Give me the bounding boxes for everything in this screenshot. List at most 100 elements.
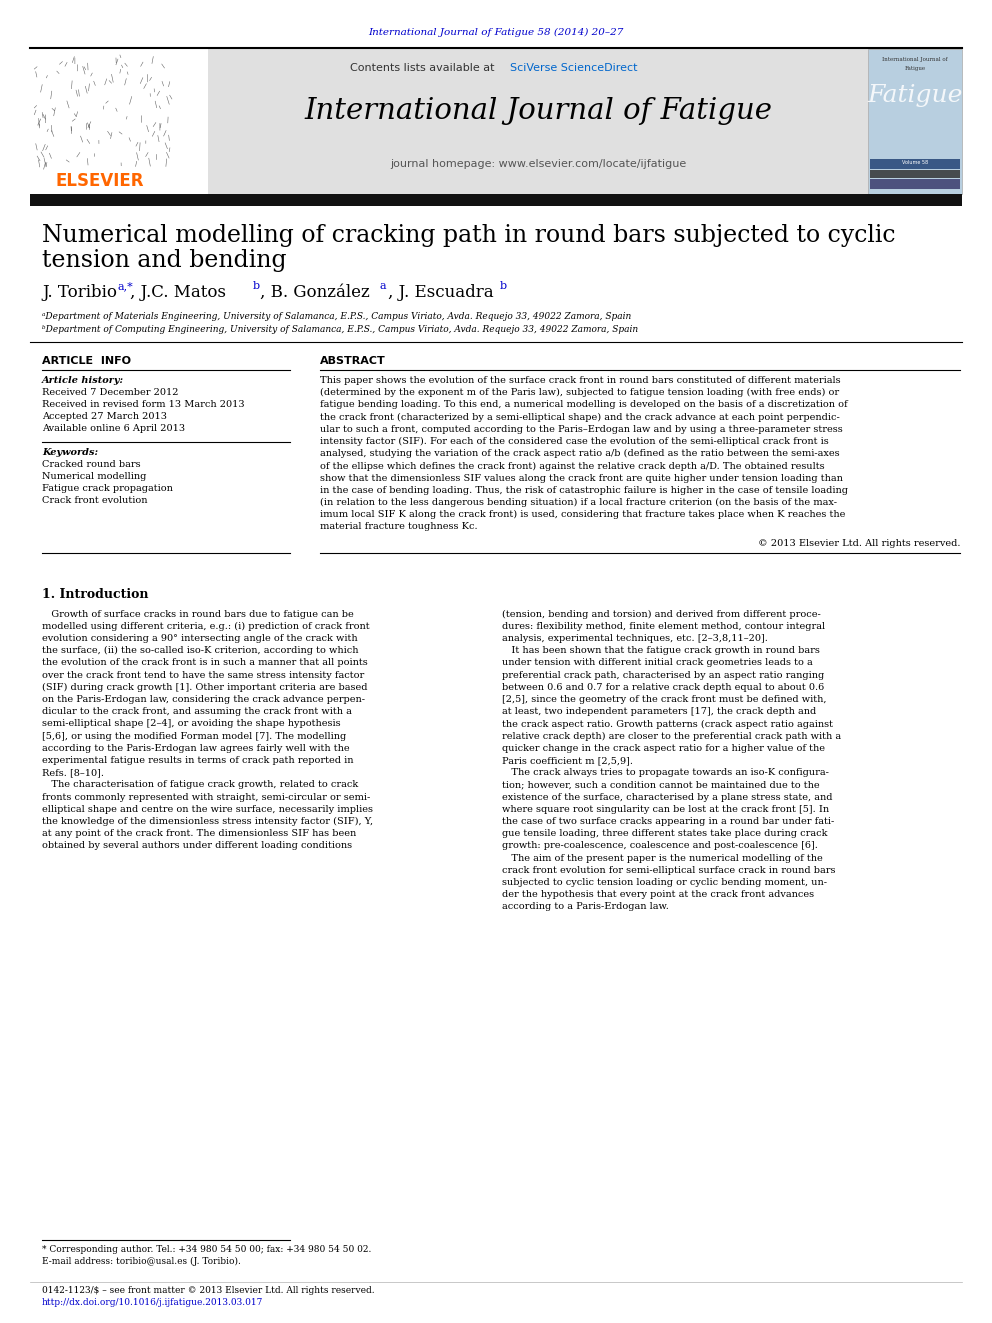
Text: Cracked round bars: Cracked round bars: [42, 460, 141, 468]
Text: at any point of the crack front. The dimensionless SIF has been: at any point of the crack front. The dim…: [42, 830, 356, 839]
Text: © 2013 Elsevier Ltd. All rights reserved.: © 2013 Elsevier Ltd. All rights reserved…: [758, 538, 960, 548]
Text: fatigue bending loading. To this end, a numerical modelling is developed on the : fatigue bending loading. To this end, a …: [320, 401, 847, 409]
Text: Article history:: Article history:: [42, 376, 124, 385]
Text: International Journal of Fatigue 58 (2014) 20–27: International Journal of Fatigue 58 (201…: [368, 28, 624, 37]
Text: ELSEVIER: ELSEVIER: [56, 172, 144, 191]
Text: analysis, experimental techniques, etc. [2–3,8,11–20].: analysis, experimental techniques, etc. …: [502, 634, 768, 643]
Text: between 0.6 and 0.7 for a relative crack depth equal to about 0.6: between 0.6 and 0.7 for a relative crack…: [502, 683, 824, 692]
Text: [5,6], or using the modified Forman model [7]. The modelling: [5,6], or using the modified Forman mode…: [42, 732, 346, 741]
Text: Received 7 December 2012: Received 7 December 2012: [42, 388, 179, 397]
Bar: [870, 169, 960, 179]
Text: the case of two surface cracks appearing in a round bar under fati-: the case of two surface cracks appearing…: [502, 818, 834, 826]
Text: b: b: [253, 280, 260, 291]
Text: , J. Escuadra: , J. Escuadra: [388, 284, 494, 302]
Text: Paris coefficient m [2,5,9].: Paris coefficient m [2,5,9].: [502, 755, 633, 765]
Text: This paper shows the evolution of the surface crack front in round bars constitu: This paper shows the evolution of the su…: [320, 376, 840, 385]
Text: existence of the surface, characterised by a plane stress state, and: existence of the surface, characterised …: [502, 792, 832, 802]
Text: of the ellipse which defines the crack front) against the relative crack depth a: of the ellipse which defines the crack f…: [320, 462, 824, 471]
Text: tension and bending: tension and bending: [42, 249, 287, 273]
Bar: [30, 49, 962, 194]
Text: Keywords:: Keywords:: [42, 448, 98, 456]
Text: Received in revised form 13 March 2013: Received in revised form 13 March 2013: [42, 400, 245, 409]
Text: obtained by several authors under different loading conditions: obtained by several authors under differ…: [42, 841, 352, 851]
Bar: [870, 179, 960, 189]
Bar: [870, 159, 960, 169]
Text: modelled using different criteria, e.g.: (i) prediction of crack front: modelled using different criteria, e.g.:…: [42, 622, 370, 631]
Text: E-mail address: toribio@usal.es (J. Toribio).: E-mail address: toribio@usal.es (J. Tori…: [42, 1257, 241, 1266]
Text: International Journal of: International Journal of: [882, 57, 947, 62]
Text: evolution considering a 90° intersecting angle of the crack with: evolution considering a 90° intersecting…: [42, 634, 358, 643]
Text: Volume 58: Volume 58: [902, 160, 929, 165]
Text: experimental fatigue results in terms of crack path reported in: experimental fatigue results in terms of…: [42, 755, 353, 765]
Text: tion; however, such a condition cannot be maintained due to the: tion; however, such a condition cannot b…: [502, 781, 819, 790]
Text: (in relation to the less dangerous bending situation) if a local fracture criter: (in relation to the less dangerous bendi…: [320, 497, 837, 507]
Text: (determined by the exponent m of the Paris law), subjected to fatigue tension lo: (determined by the exponent m of the Par…: [320, 388, 839, 397]
Text: http://dx.doi.org/10.1016/j.ijfatigue.2013.03.017: http://dx.doi.org/10.1016/j.ijfatigue.20…: [42, 1298, 263, 1307]
Text: relative crack depth) are closer to the preferential crack path with a: relative crack depth) are closer to the …: [502, 732, 841, 741]
Text: ᵃDepartment of Materials Engineering, University of Salamanca, E.P.S., Campus Vi: ᵃDepartment of Materials Engineering, Un…: [42, 312, 631, 321]
Text: Numerical modelling of cracking path in round bars subjected to cyclic: Numerical modelling of cracking path in …: [42, 224, 896, 247]
Text: Fatigue: Fatigue: [905, 66, 926, 71]
Text: * Corresponding author. Tel.: +34 980 54 50 00; fax: +34 980 54 50 02.: * Corresponding author. Tel.: +34 980 54…: [42, 1245, 371, 1254]
Text: the crack aspect ratio. Growth patterns (crack aspect ratio against: the crack aspect ratio. Growth patterns …: [502, 720, 833, 729]
Text: Fatigue: Fatigue: [867, 83, 962, 107]
Text: It has been shown that the fatigue crack growth in round bars: It has been shown that the fatigue crack…: [502, 646, 819, 655]
Text: the surface, (ii) the so-called iso-K criterion, according to which: the surface, (ii) the so-called iso-K cr…: [42, 646, 358, 655]
Text: , B. González: , B. González: [260, 284, 370, 302]
Text: [2,5], since the geometry of the crack front must be defined with,: [2,5], since the geometry of the crack f…: [502, 695, 826, 704]
Text: der the hypothesis that every point at the crack front advances: der the hypothesis that every point at t…: [502, 890, 814, 900]
Text: show that the dimensionless SIF values along the crack front are quite higher un: show that the dimensionless SIF values a…: [320, 474, 843, 483]
Text: under tension with different initial crack geometries leads to a: under tension with different initial cra…: [502, 659, 812, 667]
Text: b: b: [500, 280, 507, 291]
Text: on the Paris-Erdogan law, considering the crack advance perpen-: on the Paris-Erdogan law, considering th…: [42, 695, 365, 704]
Text: Refs. [8–10].: Refs. [8–10].: [42, 769, 104, 777]
Text: subjected to cyclic tension loading or cyclic bending moment, un-: subjected to cyclic tension loading or c…: [502, 878, 827, 886]
Text: semi-elliptical shape [2–4], or avoiding the shape hypothesis: semi-elliptical shape [2–4], or avoiding…: [42, 720, 340, 729]
Text: preferential crack path, characterised by an aspect ratio ranging: preferential crack path, characterised b…: [502, 671, 824, 680]
Text: (tension, bending and torsion) and derived from different proce-: (tension, bending and torsion) and deriv…: [502, 610, 820, 619]
Text: over the crack front tend to have the same stress intensity factor: over the crack front tend to have the sa…: [42, 671, 364, 680]
Bar: [30, 49, 208, 194]
Text: Growth of surface cracks in round bars due to fatigue can be: Growth of surface cracks in round bars d…: [42, 610, 354, 619]
Text: Contents lists available at: Contents lists available at: [350, 64, 498, 73]
Text: The crack always tries to propagate towards an iso-K configura-: The crack always tries to propagate towa…: [502, 769, 829, 777]
Text: , J.C. Matos: , J.C. Matos: [130, 284, 226, 302]
Text: material fracture toughness Kc.: material fracture toughness Kc.: [320, 523, 477, 532]
Text: dicular to the crack front, and assuming the crack front with a: dicular to the crack front, and assuming…: [42, 708, 352, 716]
Bar: [868, 49, 962, 194]
Text: analysed, studying the variation of the crack aspect ratio a/b (defined as the r: analysed, studying the variation of the …: [320, 450, 839, 458]
Text: ular to such a front, computed according to the Paris–Erdogan law and by using a: ular to such a front, computed according…: [320, 425, 843, 434]
Text: according to the Paris-Erdogan law agrees fairly well with the: according to the Paris-Erdogan law agree…: [42, 744, 349, 753]
Text: imum local SIF K along the crack front) is used, considering that fracture takes: imum local SIF K along the crack front) …: [320, 511, 845, 520]
Text: Fatigue crack propagation: Fatigue crack propagation: [42, 484, 173, 493]
Text: The characterisation of fatigue crack growth, related to crack: The characterisation of fatigue crack gr…: [42, 781, 358, 790]
Text: The aim of the present paper is the numerical modelling of the: The aim of the present paper is the nume…: [502, 853, 822, 863]
Text: J. Toribio: J. Toribio: [42, 284, 117, 302]
Text: fronts commonly represented with straight, semi-circular or semi-: fronts commonly represented with straigh…: [42, 792, 370, 802]
Text: intensity factor (SIF). For each of the considered case the evolution of the sem: intensity factor (SIF). For each of the …: [320, 437, 828, 446]
Text: in the case of bending loading. Thus, the risk of catastrophic failure is higher: in the case of bending loading. Thus, th…: [320, 486, 848, 495]
Text: Numerical modelling: Numerical modelling: [42, 472, 147, 482]
Text: ABSTRACT: ABSTRACT: [320, 356, 386, 366]
Text: where square root singularity can be lost at the crack front [5]. In: where square root singularity can be los…: [502, 804, 829, 814]
Text: the crack front (characterized by a semi-elliptical shape) and the crack advance: the crack front (characterized by a semi…: [320, 413, 840, 422]
Text: SciVerse ScienceDirect: SciVerse ScienceDirect: [510, 64, 638, 73]
Text: Available online 6 April 2013: Available online 6 April 2013: [42, 423, 186, 433]
Text: the evolution of the crack front is in such a manner that all points: the evolution of the crack front is in s…: [42, 659, 368, 667]
Text: elliptical shape and centre on the wire surface, necessarily implies: elliptical shape and centre on the wire …: [42, 804, 373, 814]
Text: International Journal of Fatigue: International Journal of Fatigue: [304, 97, 772, 124]
Text: a,*: a,*: [117, 280, 133, 291]
Text: Accepted 27 March 2013: Accepted 27 March 2013: [42, 411, 167, 421]
Text: dures: flexibility method, finite element method, contour integral: dures: flexibility method, finite elemen…: [502, 622, 825, 631]
Text: at least, two independent parameters [17], the crack depth and: at least, two independent parameters [17…: [502, 708, 816, 716]
Text: crack front evolution for semi-elliptical surface crack in round bars: crack front evolution for semi-elliptica…: [502, 865, 835, 875]
Text: quicker change in the crack aspect ratio for a higher value of the: quicker change in the crack aspect ratio…: [502, 744, 825, 753]
Text: ᵇDepartment of Computing Engineering, University of Salamanca, E.P.S., Campus Vi: ᵇDepartment of Computing Engineering, Un…: [42, 325, 638, 333]
Bar: [30, 194, 962, 206]
Text: 0142-1123/$ – see front matter © 2013 Elsevier Ltd. All rights reserved.: 0142-1123/$ – see front matter © 2013 El…: [42, 1286, 375, 1295]
Text: (SIF) during crack growth [1]. Other important criteria are based: (SIF) during crack growth [1]. Other imp…: [42, 683, 367, 692]
Text: ARTICLE  INFO: ARTICLE INFO: [42, 356, 131, 366]
Text: journal homepage: www.elsevier.com/locate/ijfatigue: journal homepage: www.elsevier.com/locat…: [390, 159, 686, 169]
Text: the knowledge of the dimensionless stress intensity factor (SIF), Y,: the knowledge of the dimensionless stres…: [42, 818, 373, 826]
Text: Crack front evolution: Crack front evolution: [42, 496, 148, 505]
